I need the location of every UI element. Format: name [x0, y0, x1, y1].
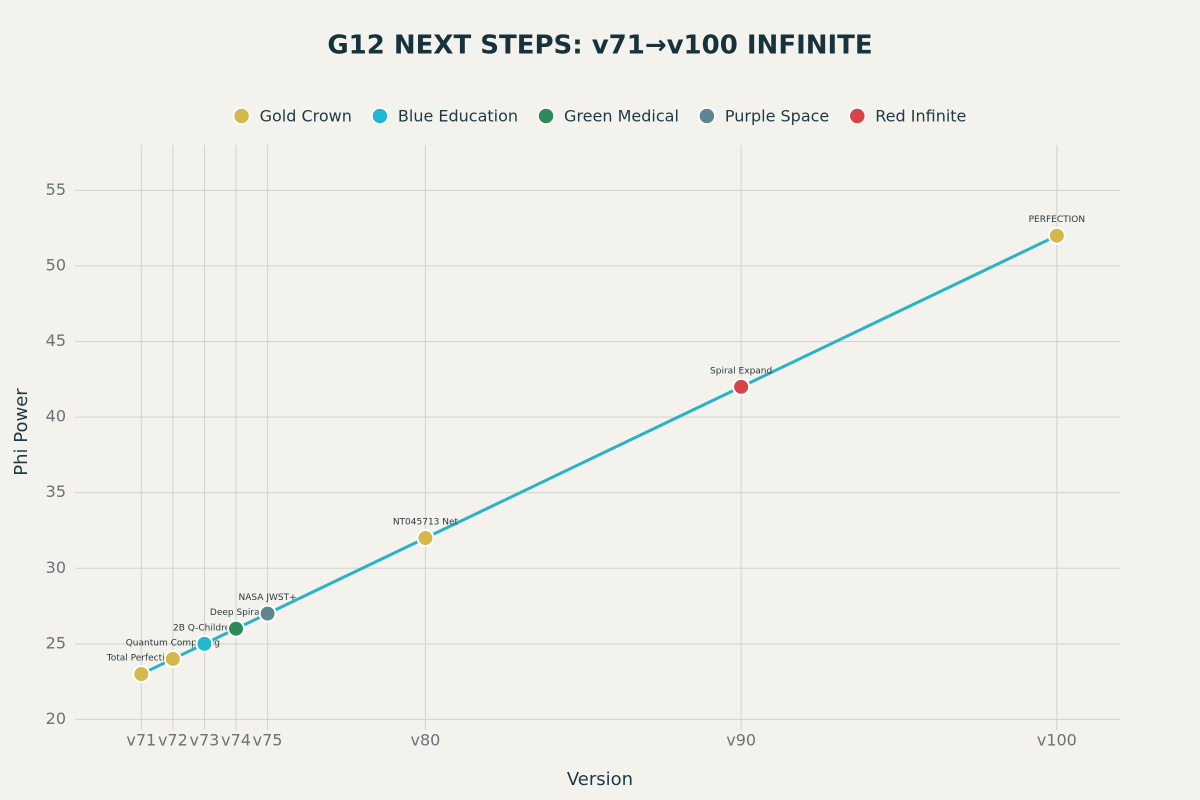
x-tick-label: v71 — [126, 731, 156, 750]
y-tick-label: 20 — [46, 709, 66, 728]
x-tick-label: v100 — [1037, 731, 1077, 750]
x-tick-label: v74 — [221, 731, 251, 750]
y-tick-label: 40 — [46, 407, 66, 426]
legend-label: Green Medical — [564, 107, 679, 126]
point — [258, 604, 277, 623]
point — [163, 649, 182, 668]
legend-label: Blue Education — [398, 107, 518, 126]
legend-label: Gold Crown — [260, 107, 352, 126]
legend-swatch — [848, 107, 867, 125]
legend-swatch — [232, 107, 251, 125]
y-tick-label: 35 — [46, 482, 66, 501]
point-label: Quantum Computing — [126, 638, 220, 648]
point — [195, 634, 214, 653]
chart-title: G12 NEXT STEPS: v71→v100 INFINITE — [327, 31, 872, 61]
point — [1047, 226, 1066, 245]
legend-label: Red Infinite — [875, 107, 966, 126]
y-axis-label: Phi Power — [11, 388, 32, 476]
point-label: Total Perfection — [106, 654, 176, 664]
x-tick-label: v72 — [158, 731, 188, 750]
point — [732, 377, 751, 396]
x-tick-label: v80 — [411, 731, 441, 750]
legend-swatch — [698, 107, 716, 125]
connector-line — [140, 234, 1058, 676]
y-tick-label: 50 — [46, 255, 66, 274]
point-label: NT045713 Net — [393, 518, 459, 528]
x-tick-label: v90 — [726, 731, 756, 750]
legend-item: Gold Crown — [232, 107, 352, 126]
legend-swatch — [537, 107, 555, 125]
legend-swatch — [371, 107, 389, 125]
legend-item: Purple Space — [698, 107, 829, 126]
point-label: NASA JWST+ — [239, 593, 297, 603]
legend-item: Red Infinite — [848, 107, 966, 126]
point-label: Deep Spiral — [210, 608, 262, 618]
point — [227, 619, 246, 638]
legend-item: Green Medical — [537, 107, 679, 126]
point-label: 2B Q-Children — [173, 623, 236, 633]
x-axis-label: Version — [567, 769, 633, 790]
point — [416, 529, 435, 548]
y-tick-label: 25 — [46, 633, 66, 652]
x-tick-label: v73 — [190, 731, 220, 750]
point-label: Spiral Expand — [710, 366, 772, 376]
y-tick-label: 30 — [46, 558, 66, 577]
point-label: PERFECTION — [1029, 215, 1085, 225]
point — [132, 665, 151, 684]
y-tick-label: 45 — [46, 331, 66, 350]
legend-label: Purple Space — [725, 107, 829, 126]
legend-item: Blue Education — [371, 107, 518, 126]
y-tick-label: 55 — [46, 180, 66, 199]
x-tick-label: v75 — [253, 731, 283, 750]
